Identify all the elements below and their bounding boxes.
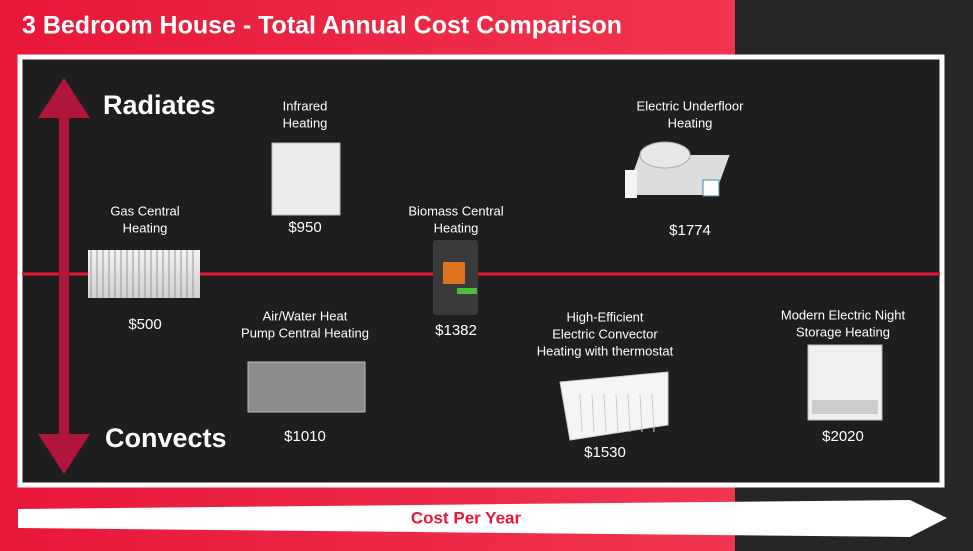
infrared-panel: [271, 142, 341, 216]
option-label: Pump Central Heating: [241, 325, 369, 340]
option-cost: $1382: [435, 322, 477, 339]
option-cost: $1530: [584, 444, 626, 461]
title: 3 Bedroom House - Total Annual Cost Comp…: [22, 12, 622, 40]
option-label: Heating: [434, 220, 479, 235]
option-label: Heating: [123, 220, 168, 235]
option-label: High-Efficient: [566, 309, 643, 324]
vertical-arrow: [38, 78, 90, 474]
option-label: Electric Convector: [552, 326, 658, 341]
heating-option: Infrared Heating $950: [271, 98, 341, 236]
bottle: [625, 170, 637, 198]
radiator: [88, 250, 200, 298]
convector-fin: [627, 393, 631, 433]
horizontal-arrow: [18, 500, 947, 537]
option-cost: $1010: [284, 428, 326, 445]
convector-fin: [603, 393, 607, 433]
storage-grille: [812, 400, 878, 414]
convector-fin: [579, 393, 583, 433]
stove-badge: [457, 288, 477, 294]
option-cost: $1774: [669, 222, 711, 239]
option-label: Electric Underfloor: [637, 98, 745, 113]
heating-option: Air/Water Heat Pump Central Heating $1010: [241, 308, 369, 445]
heating-option: Gas Central Heating $500: [88, 203, 200, 333]
option-label: Air/Water Heat: [263, 308, 348, 323]
heating-option: Biomass Central Heating $1382: [408, 203, 503, 339]
convector: [559, 371, 669, 441]
heating-option: Modern Electric Night Storage Heating $202…: [781, 307, 906, 445]
option-label: Infrared: [283, 98, 328, 113]
convector-fin: [591, 393, 595, 433]
option-label: Storage Heating: [796, 324, 890, 339]
option-label: Heating: [668, 115, 713, 130]
option-label: Heating with thermostat: [537, 343, 674, 358]
convector-fin: [651, 393, 655, 433]
thermostat: [702, 179, 720, 197]
convector-fin: [615, 393, 619, 433]
option-cost: $500: [128, 316, 161, 333]
option-label: Gas Central: [110, 203, 179, 218]
option-cost: $2020: [822, 428, 864, 445]
heating-option: Electric Underfloor Heating $1774: [624, 98, 745, 239]
heating-option: High-Efficient Electric Convector Heating …: [537, 309, 674, 461]
stove-fire: [443, 262, 465, 284]
option-label: Heating: [283, 115, 328, 130]
option-label: Biomass Central: [408, 203, 503, 218]
cost-axis-label: Cost Per Year: [411, 508, 522, 527]
option-cost: $950: [288, 219, 321, 236]
option-label: Modern Electric Night: [781, 307, 906, 322]
convector-fin: [639, 393, 643, 433]
radiates-label: Radiates: [103, 90, 216, 120]
convects-label: Convects: [105, 423, 227, 453]
heat-pump-panel: [247, 361, 366, 413]
mat-roll: [639, 141, 691, 169]
